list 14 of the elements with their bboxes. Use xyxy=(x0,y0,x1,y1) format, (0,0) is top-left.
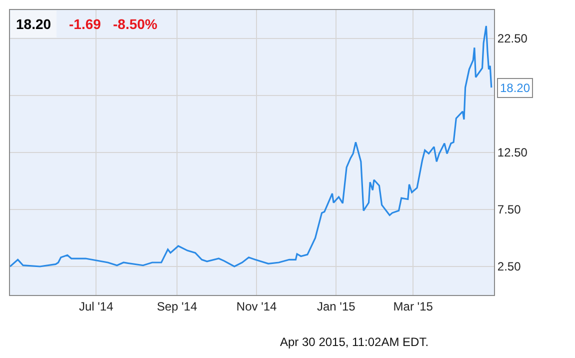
y-tick-label: 2.50 xyxy=(497,260,522,274)
x-tick-label: Jan '15 xyxy=(316,299,356,314)
annotation: -1.69 xyxy=(69,16,102,32)
y-tick-label: 22.50 xyxy=(497,32,528,46)
y-tick-label: 12.50 xyxy=(497,146,528,160)
x-tick-label: Sep '14 xyxy=(156,299,198,314)
text: Apr 30 2015, 11:02AM EDT. xyxy=(280,335,429,349)
annotation: 18.20 xyxy=(500,81,530,95)
x-tick-label: Nov '14 xyxy=(236,299,278,314)
chart-title: 18.20 xyxy=(16,16,52,32)
y-tick-label: 7.50 xyxy=(497,202,522,217)
annotation: -8.50% xyxy=(113,16,158,32)
x-tick-label: Jul '14 xyxy=(78,299,114,314)
x-tick-label: Mar '15 xyxy=(393,299,434,314)
